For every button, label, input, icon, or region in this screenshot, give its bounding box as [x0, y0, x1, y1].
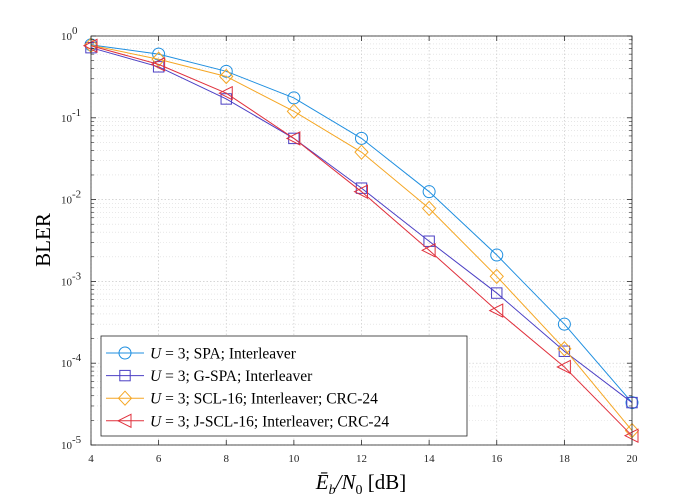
data-point	[285, 131, 301, 146]
data-point	[82, 38, 98, 54]
axis-ticks	[90, 35, 633, 446]
x-label-unit: [dB]	[362, 470, 406, 494]
x-tick-label: 6	[156, 453, 162, 465]
x-label-sub1: b	[329, 483, 336, 498]
legend-label: U = 3; SCL-16; Interleaver; CRC-24	[150, 391, 378, 408]
legend-entry-2: U = 3; G-SPA; Interleaver	[106, 368, 313, 385]
data-point	[150, 57, 166, 72]
y-tick-exponent: 0	[72, 25, 78, 37]
legend-label: U = 3; J-SCL-16; Interleaver; CRC-24	[150, 413, 389, 430]
x-tick-label: 18	[559, 453, 571, 465]
data-point	[556, 359, 571, 375]
series-line	[90, 44, 633, 403]
data-point	[489, 268, 504, 285]
y-axis-label: BLER	[31, 213, 55, 267]
data-point	[288, 132, 300, 145]
data-point	[219, 68, 234, 85]
x-tick-label: 10	[288, 453, 300, 465]
x-tick-labels: 4 6 8 10 12 14 16 18 20	[88, 453, 638, 465]
data-point	[421, 200, 437, 217]
data-point	[488, 303, 504, 318]
y-tick-label: 10	[61, 440, 73, 452]
y-tick-label: 10	[61, 276, 73, 288]
y-tick-label: 10	[61, 113, 73, 125]
data-point	[491, 287, 503, 299]
series-layer	[82, 37, 640, 443]
y-tick-label: 10	[61, 31, 73, 43]
data-point	[623, 428, 639, 443]
data-point	[286, 103, 302, 120]
series-1	[84, 38, 639, 410]
x-tick-label: 12	[356, 453, 367, 465]
data-point	[421, 242, 436, 258]
data-point	[218, 85, 233, 101]
data-point	[353, 184, 368, 199]
data-point	[354, 144, 369, 160]
series-3	[83, 37, 640, 439]
legend-marker	[119, 369, 131, 382]
x-tick-label: 8	[224, 453, 230, 465]
legend-label: U = 3; G-SPA; Interleaver	[150, 368, 313, 385]
data-point	[557, 317, 571, 331]
legend-marker	[116, 413, 132, 429]
x-axis-label: Ēb/N0 [dB]	[315, 470, 406, 498]
data-point	[355, 131, 368, 145]
data-point	[219, 64, 233, 78]
x-label-var: Ē	[315, 470, 329, 494]
series-4	[82, 38, 639, 443]
x-label-sub2: 0	[355, 483, 362, 498]
legend-entry-3: U = 3; SCL-16; Interleaver; CRC-24	[106, 390, 378, 408]
y-tick-label: 10	[61, 195, 73, 207]
data-point	[151, 51, 166, 67]
legend-entry-4: U = 3; J-SCL-16; Interleaver; CRC-24	[106, 413, 389, 430]
legend-label: U = 3; SPA; Interleaver	[150, 346, 297, 363]
x-tick-label: 4	[88, 453, 94, 465]
y-tick-exponent: -5	[72, 434, 82, 446]
legend: U = 3; SPA; Interleaver U = 3; G-SPA; Int…	[100, 335, 468, 437]
y-tick-label: 10	[61, 358, 73, 370]
y-tick-exponent: -1	[72, 107, 81, 119]
y-tick-exponent: -3	[72, 270, 82, 282]
y-tick-exponent: -2	[72, 189, 81, 201]
legend-box	[100, 335, 468, 437]
x-tick-label: 20	[627, 453, 639, 465]
data-point	[152, 47, 166, 61]
legend-entry-1: U = 3; SPA; Interleaver	[106, 346, 297, 363]
legend-marker	[117, 390, 133, 406]
data-point	[557, 341, 572, 357]
y-tick-exponent: -4	[72, 352, 82, 364]
x-tick-label: 14	[424, 453, 436, 465]
legend-marker	[118, 346, 132, 360]
series-line	[90, 44, 633, 431]
data-point	[490, 248, 504, 262]
x-tick-label: 16	[491, 453, 503, 465]
data-point	[422, 185, 436, 199]
series-line	[90, 45, 633, 437]
x-label-sep: /N	[335, 470, 357, 494]
